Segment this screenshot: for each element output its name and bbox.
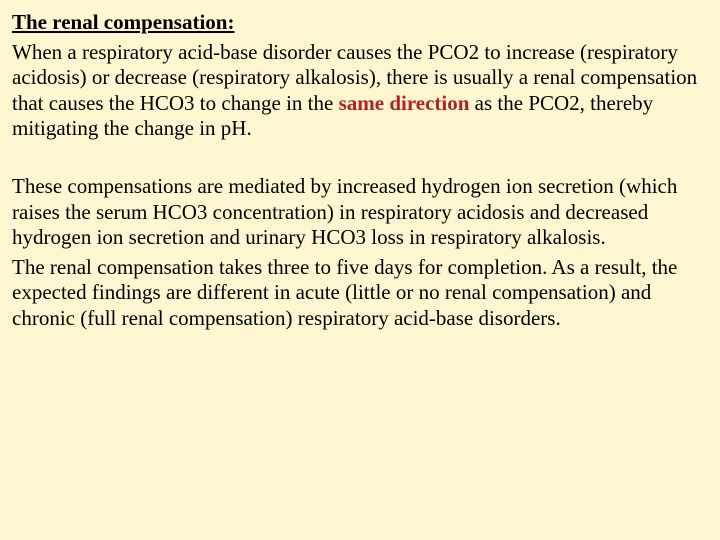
paragraph-2: These compensations are mediated by incr… [12,174,706,251]
paragraph-3: The renal compensation takes three to fi… [12,255,706,332]
slide-title: The renal compensation: [12,10,234,34]
spacer [12,146,706,174]
paragraph-1: When a respiratory acid-base disorder ca… [12,40,706,142]
p1-highlight: same direction [339,91,470,115]
slide-title-line: The renal compensation: [12,10,706,36]
